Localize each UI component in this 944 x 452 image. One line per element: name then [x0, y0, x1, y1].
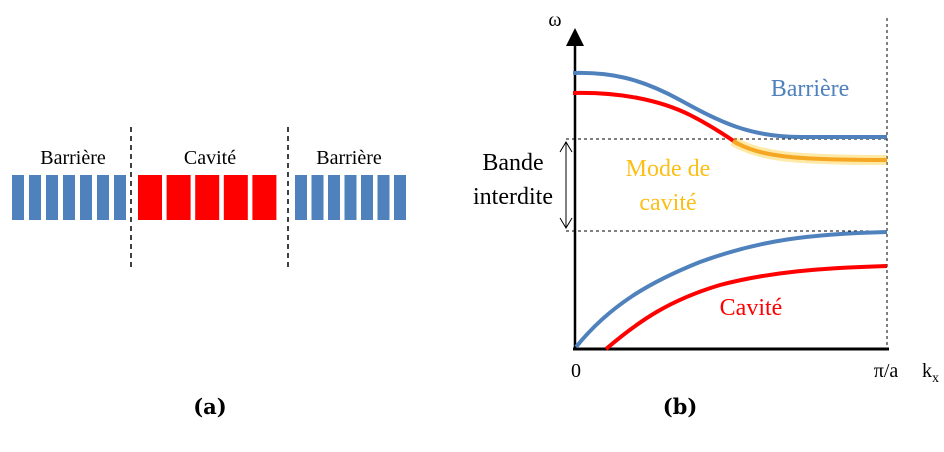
right-barrier-bar	[361, 175, 373, 220]
band-gap-arrow-bottom	[559, 217, 573, 229]
zone-edge-label: π/a	[874, 360, 899, 382]
right-barrier-bar	[311, 175, 324, 220]
cavity-bar	[138, 175, 162, 220]
left-barrier-label: Barrière	[40, 147, 106, 169]
barrier-lower-band	[574, 230, 888, 349]
cavity-bar	[223, 175, 248, 220]
right-barrier-label: Barrière	[316, 147, 382, 169]
panel-a-label: (a)	[193, 394, 226, 419]
y-axis-arrowhead	[566, 28, 584, 46]
origin-label: 0	[571, 360, 581, 382]
cavity-mode-curve	[731, 139, 888, 162]
band-gap-label-line1: Bande	[482, 150, 543, 176]
barrier-curve-label: Barrière	[771, 76, 850, 102]
cavity-bar	[252, 175, 277, 220]
left-barrier-bar	[29, 175, 41, 220]
cavity-upper-band	[572, 90, 740, 146]
cavity-region-label: Cavité	[184, 147, 236, 169]
omega-label: ω	[548, 9, 561, 31]
cavity-lower-band	[604, 264, 888, 351]
left-barrier-bars	[12, 175, 126, 220]
band-gap-label-line2: interdite	[473, 184, 553, 210]
left-barrier-bar	[46, 175, 58, 220]
left-barrier-bar	[114, 175, 126, 220]
left-barrier-bar	[12, 175, 24, 220]
barrier-upper-band	[572, 70, 887, 139]
left-barrier-bar	[97, 175, 109, 220]
right-barrier-bar	[344, 175, 357, 220]
right-barrier-bar	[328, 175, 340, 220]
right-barrier-bar	[377, 175, 390, 220]
cavity-bars	[138, 175, 277, 220]
band-gap-arrow-top	[559, 141, 573, 153]
right-barrier-bars	[295, 175, 406, 220]
cavity-mode-label-line2: cavité	[639, 190, 696, 216]
kx-label: kx	[922, 360, 939, 386]
cavity-bar	[195, 175, 220, 220]
kx-label-main: k	[922, 360, 932, 382]
cavity-mode-label-line1: Mode de	[626, 156, 711, 182]
kx-label-sub: x	[932, 371, 939, 386]
right-barrier-bar	[295, 175, 307, 220]
left-barrier-bar	[80, 175, 92, 220]
right-barrier-bar	[394, 175, 406, 220]
cavity-curve-label: Cavité	[720, 295, 783, 321]
left-barrier-bar	[63, 175, 75, 220]
panel-b-label: (b)	[663, 394, 698, 419]
cavity-bar	[166, 175, 191, 220]
